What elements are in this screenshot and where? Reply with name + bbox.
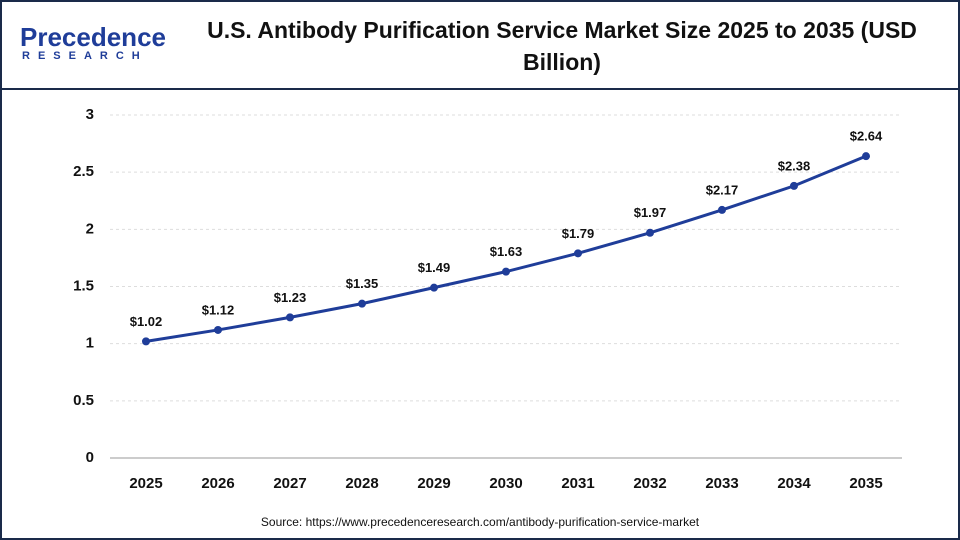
x-tick-label: 2030	[489, 475, 522, 492]
value-label: $1.49	[418, 260, 451, 275]
y-tick-label: 2	[86, 220, 94, 237]
value-label: $1.79	[562, 226, 595, 241]
value-label: $2.38	[778, 158, 811, 173]
x-tick-label: 2028	[345, 475, 378, 492]
x-tick-label: 2027	[273, 475, 306, 492]
x-tick-label: 2035	[849, 475, 882, 492]
value-label: $1.02	[130, 314, 163, 329]
point	[862, 152, 870, 161]
point	[574, 249, 582, 258]
value-label: $1.23	[274, 290, 307, 305]
value-label: $1.63	[490, 244, 523, 259]
header: Precedence RESEARCH U.S. Antibody Purifi…	[2, 2, 958, 90]
point	[214, 325, 222, 334]
point	[142, 337, 150, 346]
point	[718, 205, 726, 214]
y-tick-label: 0	[86, 449, 94, 466]
source: Source: https://www.precedenceresearch.c…	[261, 515, 700, 529]
x-tick-label: 2026	[201, 475, 234, 492]
chart-title: U.S. Antibody Purification Service Marke…	[207, 17, 917, 75]
x-tick-label: 2033	[705, 475, 738, 492]
logo-tagline: RESEARCH	[22, 50, 148, 62]
y-tick-label: 1.5	[73, 277, 94, 294]
y-tick-label: 1	[86, 335, 94, 352]
value-label: $2.17	[706, 182, 739, 197]
y-tick-label: 3	[86, 106, 94, 123]
value-label: $2.64	[850, 129, 883, 144]
x-tick-label: 2029	[417, 475, 450, 492]
x-tick-label: 2034	[777, 475, 811, 492]
y-tick-label: 0.5	[73, 392, 94, 409]
x-tick-label: 2031	[561, 475, 594, 492]
point	[286, 313, 294, 322]
point	[502, 267, 510, 276]
point	[646, 228, 654, 237]
logo-name: Precedence	[20, 22, 166, 52]
point	[790, 181, 798, 190]
point	[430, 283, 438, 292]
x-tick-label: 2025	[129, 475, 162, 492]
value-label: $1.35	[346, 276, 379, 291]
value-label: $1.97	[634, 205, 667, 220]
value-label: $1.12	[202, 302, 235, 317]
x-tick-label: 2032	[633, 475, 666, 492]
y-tick-label: 2.5	[73, 163, 94, 180]
point	[358, 299, 366, 308]
